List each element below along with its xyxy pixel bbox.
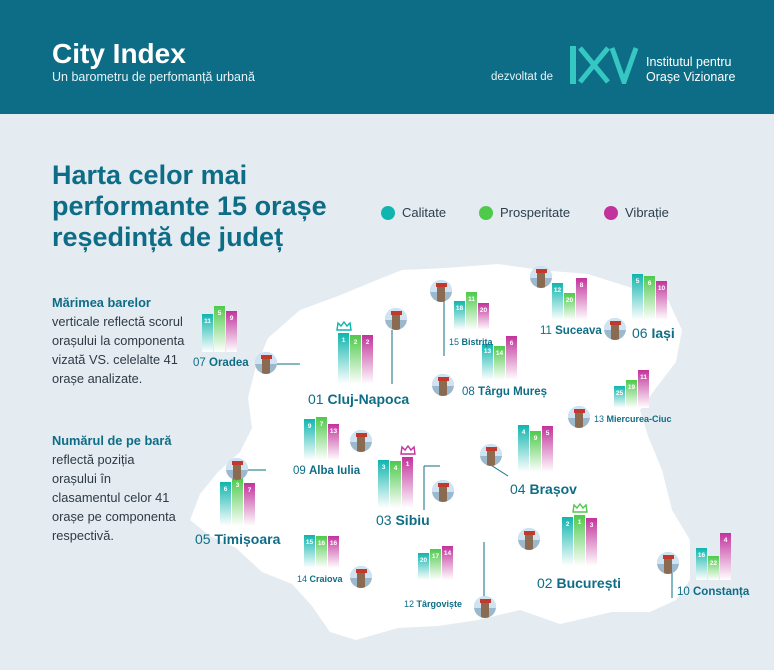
t-rgovi-te-label: 12 Târgoviște (404, 599, 463, 609)
alba-iulia-bar-p: 7 (316, 416, 327, 460)
constan-a-landmark-icon (657, 552, 679, 574)
alba-iulia-label: 09 Alba Iulia (293, 465, 361, 477)
sibiu-bar-p: 4 (390, 461, 401, 508)
legend-calitate: Calitate (381, 205, 446, 220)
miercurea-ciuc-landmark-icon (568, 406, 590, 428)
sibiu-label: 03 Sibiu (376, 512, 430, 528)
miercurea-ciuc-bar-p: 19 (626, 379, 637, 408)
timi-oara-bar-c: 6 (220, 481, 231, 526)
vibratie-dot-icon (604, 205, 618, 220)
craiova-label: 14 Craiova (297, 574, 343, 584)
bistri-a-label: 15 Bistrița (449, 337, 493, 347)
sibiu-landmark-icon (432, 480, 454, 502)
miercurea-ciuc-label: 13 Miercurea-Ciuc (594, 414, 672, 424)
page-title: Harta celor mai performante 15 orașe reș… (52, 160, 327, 252)
legend-prosperitate: Prosperitate (479, 205, 570, 220)
constan-a-bar-c: 16 (696, 548, 707, 580)
cluj-napoca-bar-p: 2 (350, 334, 361, 384)
t-rgovi-te-bar-v: 14 (442, 545, 453, 580)
t-rgovi-te-bar-c: 20 (418, 553, 429, 580)
craiova-bar-v: 16 (328, 536, 339, 568)
bistri-a-bar-p: 11 (466, 291, 477, 330)
oradea-landmark-icon (255, 352, 277, 374)
timi-oara-bar-v: 7 (244, 482, 255, 526)
iov-logo (570, 46, 639, 84)
developed-by-label: dezvoltat de (491, 71, 554, 83)
oradea-bar-v: 9 (226, 311, 237, 352)
timi-oara-landmark-icon (226, 458, 248, 480)
craiova-landmark-icon (350, 566, 372, 588)
bistri-a-bar-c: 18 (454, 300, 465, 330)
bra-ov-label: 04 Brașov (510, 481, 577, 497)
suceava-bar-p: 20 (564, 293, 575, 320)
miercurea-ciuc-bar-c: 25 (614, 386, 625, 408)
app-title: City Index (52, 38, 186, 69)
ia-i-bar-c: 5 (632, 274, 643, 320)
alba-iulia-bar-c: 9 (304, 419, 315, 460)
institute-name-line2: Orașe Vizionare (646, 70, 736, 84)
suceava-bar-c: 12 (552, 283, 563, 320)
sibiu-bar-c: 3 (378, 459, 389, 508)
cluj-napoca-bar-v: 2 (362, 334, 373, 384)
sibiu-bar-v: 1 (402, 457, 413, 508)
constan-a-label: 10 Constanța (677, 586, 750, 598)
miercurea-ciuc-bar-v: 11 (638, 369, 649, 408)
t-rgu-mure--label: 08 Târgu Mureș (462, 386, 548, 398)
t-rgovi-te-bar-p: 17 (430, 549, 441, 580)
suceava-landmark-icon (530, 266, 552, 288)
ia-i-bar-v: 10 (656, 280, 667, 320)
oradea-bar-c: 11 (202, 313, 213, 352)
alba-iulia-bar-v: 13 (328, 424, 339, 460)
bra-ov-landmark-icon (480, 444, 502, 466)
cluj-napoca-bar-c: 1 (338, 333, 349, 384)
t-rgovi-te-landmark-icon (474, 596, 496, 618)
oradea-label: 07 Oradea (193, 357, 249, 369)
cluj-napoca-landmark-icon (385, 308, 407, 330)
alba-iulia-landmark-icon (350, 430, 372, 452)
bra-ov-bar-p: 9 (530, 431, 541, 472)
cluj-napoca-crown-icon (336, 321, 352, 331)
ia-i-bar-p: 6 (644, 275, 655, 320)
bucure-ti-bar-v: 3 (586, 517, 597, 566)
ia-i-landmark-icon (604, 318, 626, 340)
cluj-napoca-label: 01 Cluj-Napoca (308, 391, 410, 407)
bra-ov-bar-v: 5 (542, 426, 553, 472)
bistri-a-bar-v: 20 (478, 303, 489, 330)
legend-vibratie: Vibrație (604, 205, 669, 220)
sibiu-crown-icon (400, 445, 416, 455)
craiova-bar-c: 15 (304, 534, 315, 568)
bucure-ti-landmark-icon (518, 528, 540, 550)
bra-ov-bar-c: 4 (518, 425, 529, 472)
craiova-bar-p: 16 (316, 536, 327, 568)
constan-a-bar-v: 4 (720, 533, 731, 580)
suceava-label: 11 Suceava (540, 325, 602, 337)
constan-a-bar-p: 22 (708, 555, 719, 580)
prosperitate-dot-icon (479, 205, 493, 220)
t-rgu-mure--bar-c: 13 (482, 344, 493, 380)
calitate-dot-icon (381, 205, 395, 220)
institute-name-line1: Institutul pentru (646, 55, 732, 69)
bucure-ti-crown-icon (572, 503, 588, 513)
ia-i-label: 06 Iași (632, 325, 675, 341)
bistri-a-landmark-icon (430, 280, 452, 302)
bucure-ti-bar-c: 2 (562, 516, 573, 566)
header: City Index Un barometru de perfomanță ur… (0, 0, 774, 114)
t-rgu-mure--landmark-icon (432, 374, 454, 396)
bar-number-note: Numărul de pe bară reflectă poziția oraș… (52, 433, 176, 543)
bucure-ti-label: 02 București (537, 575, 622, 591)
suceava-bar-v: 8 (576, 278, 587, 320)
bucure-ti-bar-p: 1 (574, 515, 585, 566)
bar-size-note: Mărimea barelor verticale reflectă scoru… (52, 295, 185, 386)
t-rgu-mure--bar-v: 6 (506, 335, 517, 380)
app-subtitle: Un barometru de perfomanță urbană (52, 70, 255, 84)
t-rgu-mure--bar-p: 14 (494, 345, 505, 380)
oradea-bar-p: 5 (214, 306, 225, 352)
timi-oara-label: 05 Timișoara (195, 531, 281, 547)
timi-oara-bar-p: 3 (232, 477, 243, 526)
